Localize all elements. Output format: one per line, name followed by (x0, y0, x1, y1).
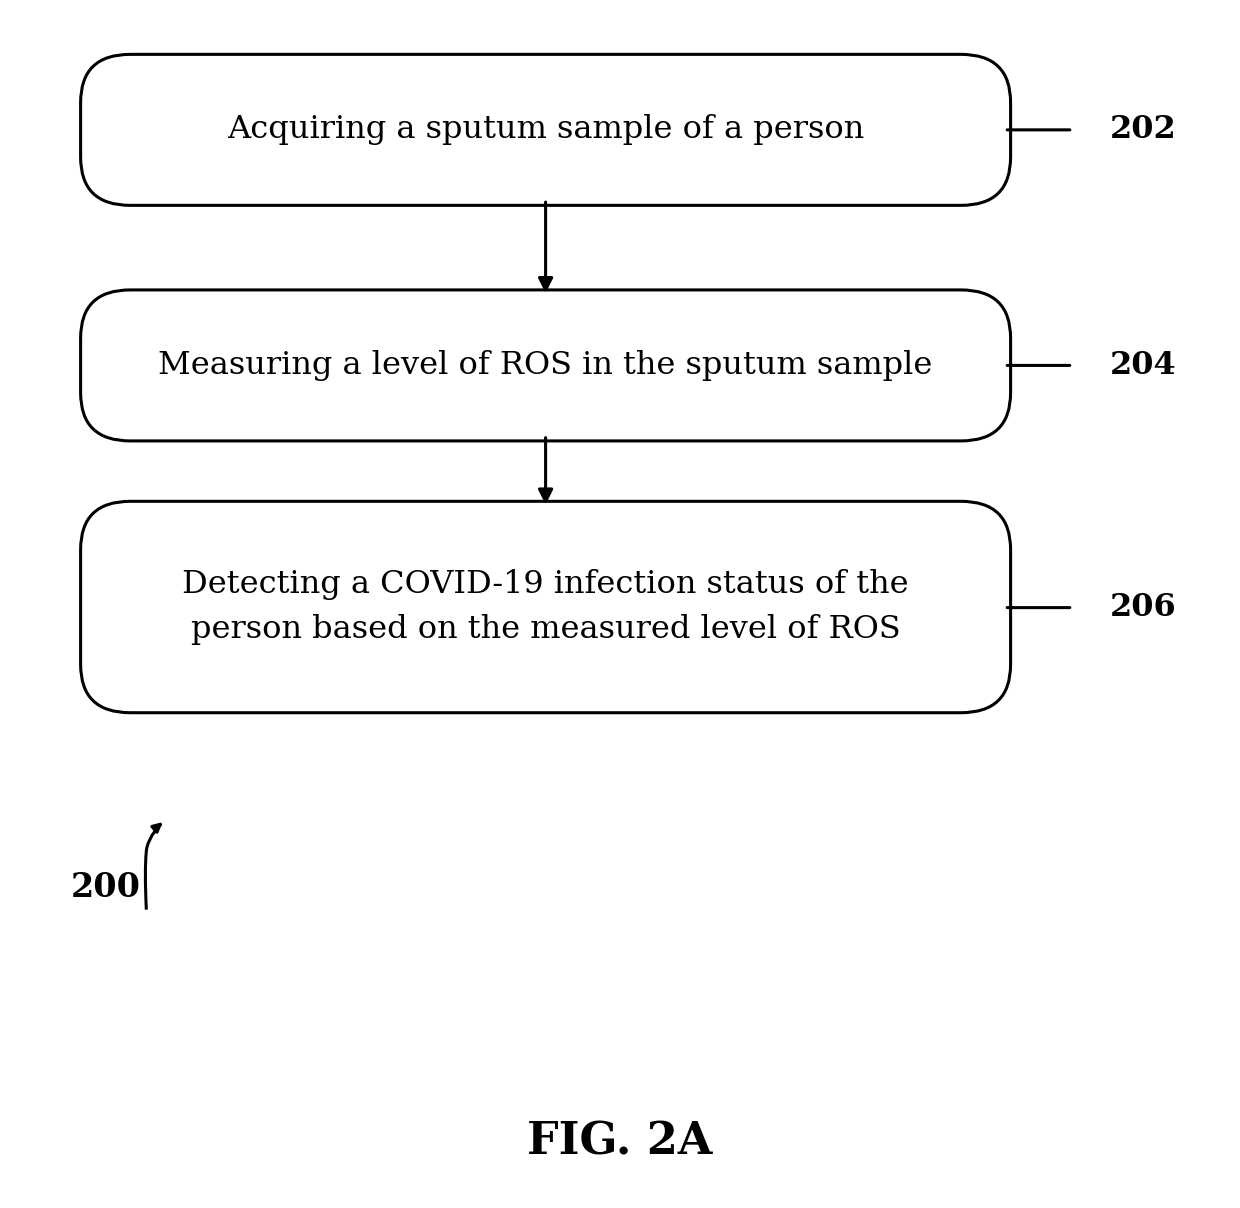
Text: 206: 206 (1110, 592, 1177, 623)
FancyBboxPatch shape (81, 54, 1011, 205)
Text: FIG. 2A: FIG. 2A (527, 1120, 713, 1163)
Text: Detecting a COVID-19 infection status of the
person based on the measured level : Detecting a COVID-19 infection status of… (182, 569, 909, 645)
Text: Acquiring a sputum sample of a person: Acquiring a sputum sample of a person (227, 115, 864, 145)
Text: 200: 200 (71, 871, 140, 905)
FancyBboxPatch shape (81, 501, 1011, 713)
Text: 204: 204 (1110, 350, 1177, 381)
FancyBboxPatch shape (81, 290, 1011, 441)
Text: 202: 202 (1110, 115, 1177, 145)
Text: Measuring a level of ROS in the sputum sample: Measuring a level of ROS in the sputum s… (159, 350, 932, 381)
